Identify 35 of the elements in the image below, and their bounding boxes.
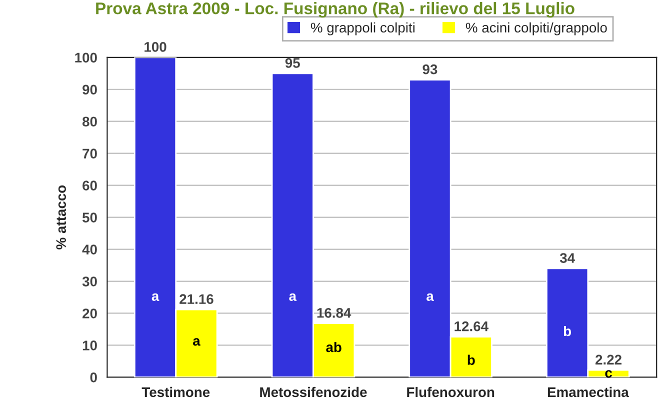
annotation: a (289, 293, 297, 301)
annotation: c (605, 370, 612, 378)
data-label: 21.16 (180, 294, 214, 304)
y-tick-label: 50 (82, 212, 97, 222)
y-tick-label: 80 (82, 116, 97, 127)
annotation: a (426, 293, 434, 301)
annotation: ab (326, 342, 342, 352)
annotation: a (152, 293, 160, 301)
annotation: b (564, 326, 571, 336)
data-label: 34 (560, 253, 575, 263)
x-tick-label: Testimone (142, 386, 210, 398)
annotation: b (468, 354, 475, 365)
y-tick-label: 10 (82, 340, 97, 350)
data-label: 12.64 (454, 321, 488, 332)
chart-title: Prova Astra 2009 - Loc. Fusignano (Ra) - rilievo del 15 Luglio (96, 2, 574, 18)
x-tick-label: Metossifenozide (260, 386, 367, 398)
y-tick-label: 20 (82, 308, 97, 318)
data-label: 2.22 (595, 354, 622, 364)
y-axis-title: % attacco (56, 185, 66, 250)
legend-label: % grappoli colpiti (310, 22, 414, 36)
annotation: a (193, 338, 200, 346)
data-label: 16.84 (317, 308, 352, 318)
y-tick-label: 90 (82, 84, 97, 95)
x-tick-label: Flufenoxuron (407, 386, 494, 398)
data-label: 100 (144, 42, 166, 52)
y-tick-label: 60 (82, 180, 97, 190)
legend-label: % acini colpiti/grappolo (466, 22, 607, 36)
y-tick-label: 70 (82, 148, 97, 159)
y-tick-label: 100 (75, 52, 97, 63)
y-tick-label: 40 (82, 244, 97, 254)
y-tick-label: 30 (82, 276, 97, 286)
data-label: 95 (285, 58, 300, 68)
data-label: 93 (422, 64, 438, 74)
x-tick-label: Emamectina (548, 386, 629, 398)
y-tick-label: 0 (90, 372, 97, 382)
